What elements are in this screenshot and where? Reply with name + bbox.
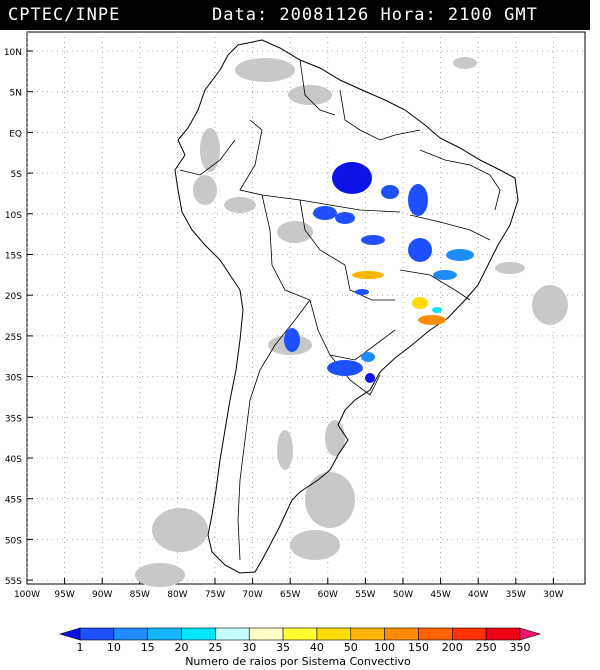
colorbar-tick: 35	[276, 641, 290, 654]
lon-label: 55W	[355, 590, 375, 600]
colorbar-swatch	[147, 627, 182, 641]
colorbar-swatch	[181, 627, 216, 641]
lon-label: 100W	[14, 590, 40, 600]
country-borders	[179, 59, 501, 561]
convective-systems	[284, 162, 474, 383]
colorbar-tick: 15	[141, 641, 155, 654]
lat-label: 5N	[10, 89, 22, 99]
lon-label: 90W	[92, 590, 112, 600]
map-frame	[26, 31, 586, 585]
lat-label: 5S	[11, 170, 23, 180]
lat-label: 35S	[5, 414, 22, 424]
lon-label: 65W	[280, 590, 300, 600]
colorbar-tick: 250	[476, 641, 497, 654]
colorbar-tick: 350	[510, 641, 531, 654]
colorbar-tick: 25	[208, 641, 222, 654]
colorbar-swatch	[485, 627, 521, 641]
lon-label: 80W	[167, 590, 187, 600]
lat-label: 50S	[5, 536, 22, 546]
lat-label: EQ	[9, 129, 22, 139]
colorbar-swatch	[452, 627, 487, 641]
lat-label: 20S	[5, 292, 22, 302]
lon-label: 75W	[205, 590, 225, 600]
header-bar: CPTEC/INPE Data: 20081126 Hora: 2100 GMT	[0, 0, 590, 30]
colorbar-swatch	[384, 627, 419, 641]
lat-label: 10N	[4, 48, 22, 58]
colorbar-tick: 10	[107, 641, 121, 654]
lon-label: 50W	[393, 590, 413, 600]
longitude-labels: 100W 95W 90W 85W 80W 75W 70W 65W 60W 55W 50W 45W 40W…	[14, 590, 564, 600]
colorbar: 1 10 15 20 25 30 35 40 50 100 150 200 250 350	[58, 627, 542, 654]
colorbar-tick: 100	[374, 641, 395, 654]
lightning-map: 10N5NEQ5S10S15S20S25S30S35S40S45S50S55S …	[4, 31, 586, 668]
lat-label: 45S	[5, 496, 22, 506]
colorbar-swatch	[418, 627, 453, 641]
lon-label: 60W	[318, 590, 338, 600]
colorbar-tick: 50	[344, 641, 358, 654]
colorbar-swatch	[58, 627, 81, 641]
colorbar-tick: 200	[442, 641, 463, 654]
colorbar-tick: 30	[242, 641, 256, 654]
colorbar-swatch	[519, 627, 542, 641]
colorbar-swatch	[282, 627, 318, 641]
south-america-coastline	[174, 39, 519, 574]
colorbar-swatch	[350, 627, 385, 641]
lat-label: 40S	[5, 455, 22, 465]
colorbar-tick: 20	[175, 641, 189, 654]
lon-label: 35W	[506, 590, 526, 600]
source-label: CPTEC/INPE	[8, 5, 121, 25]
lat-lon-grid	[26, 32, 585, 584]
colorbar-tick: 40	[310, 641, 324, 654]
lat-label: 30S	[5, 374, 22, 384]
datetime-label: Data: 20081126 Hora: 2100 GMT	[212, 5, 538, 25]
colorbar-swatch	[248, 627, 284, 641]
colorbar-swatch	[113, 627, 148, 641]
lon-label: 70W	[242, 590, 262, 600]
colorbar-tick: 1	[77, 641, 84, 654]
lon-label: 45W	[430, 590, 450, 600]
colorbar-swatch	[79, 627, 115, 641]
colorbar-tick: 150	[408, 641, 429, 654]
colorbar-title: Numero de raios por Sistema Convectivo	[185, 655, 411, 668]
lat-label: 25S	[5, 333, 22, 343]
colorbar-swatch	[215, 627, 250, 641]
lat-label: 10S	[5, 211, 22, 221]
colorbar-swatch	[316, 627, 352, 641]
lon-label: 30W	[543, 590, 563, 600]
lat-label: 55S	[5, 577, 22, 587]
lon-label: 95W	[54, 590, 74, 600]
lat-label: 15S	[5, 252, 22, 262]
lon-label: 40W	[468, 590, 488, 600]
latitude-labels: 10N 5N EQ 5S 10S 15S 20S 25S 30S 35S 40S 45S 50S 55S	[4, 48, 22, 587]
lon-label: 85W	[130, 590, 150, 600]
